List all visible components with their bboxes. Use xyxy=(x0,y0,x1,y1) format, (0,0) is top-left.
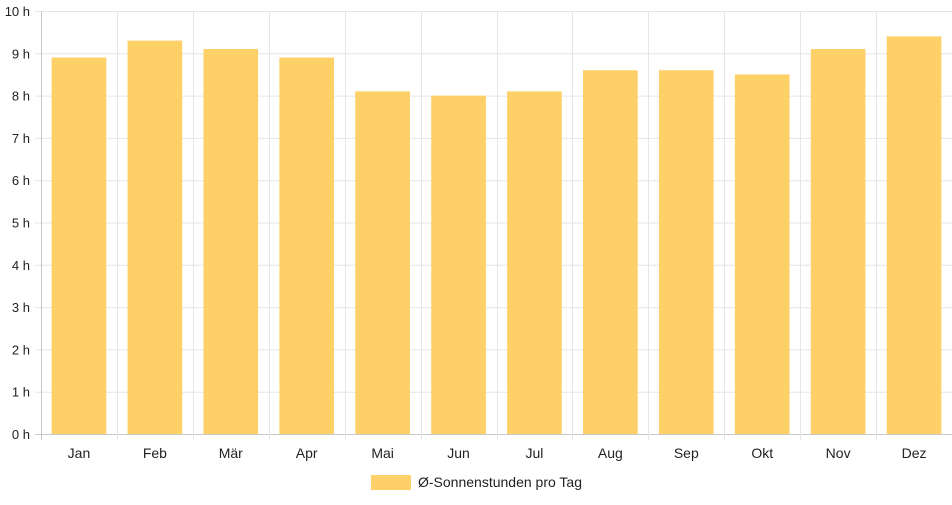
x-tick-label: Feb xyxy=(143,445,167,461)
x-tick-label: Jan xyxy=(68,445,91,461)
bar[interactable] xyxy=(583,70,638,434)
legend-label: Ø-Sonnenstunden pro Tag xyxy=(418,474,582,490)
bar[interactable] xyxy=(279,57,335,434)
x-tick-label: Apr xyxy=(296,445,318,461)
bar[interactable] xyxy=(886,36,942,434)
x-tick-label: Mai xyxy=(371,445,394,461)
bar[interactable] xyxy=(203,49,259,434)
y-tick-label: 3 h xyxy=(12,300,30,315)
x-tick-label: Mär xyxy=(219,445,243,461)
y-axis-ticks: 0 h 1 h 2 h 3 h 4 h 5 h 6 h 7 h 8 h 9 h 10 h xyxy=(5,4,30,442)
x-tick-label: Nov xyxy=(826,445,851,461)
bar[interactable] xyxy=(734,74,790,434)
bar[interactable] xyxy=(431,95,486,434)
y-tick-label: 9 h xyxy=(12,46,30,61)
y-tick-label: 4 h xyxy=(12,258,30,273)
x-tick-label: Jul xyxy=(526,445,544,461)
legend-swatch xyxy=(371,475,411,490)
bar[interactable] xyxy=(51,57,107,434)
x-tick-label: Jun xyxy=(447,445,470,461)
y-tick-label: 1 h xyxy=(12,385,30,400)
y-tick-label: 8 h xyxy=(12,89,30,104)
y-tick-label: 7 h xyxy=(12,131,30,146)
bars xyxy=(51,36,942,435)
bar[interactable] xyxy=(127,40,183,435)
x-tick-label: Sep xyxy=(674,445,699,461)
x-tick-label: Dez xyxy=(902,445,927,461)
y-tick-label: 5 h xyxy=(12,216,30,231)
y-tick-label: 6 h xyxy=(12,173,30,188)
bar[interactable] xyxy=(810,49,866,434)
legend[interactable]: Ø-Sonnenstunden pro Tag xyxy=(371,474,582,490)
x-axis-ticks: Jan Feb Mär Apr Mai Jun Jul Aug Sep Okt Nov Dez xyxy=(68,445,927,461)
bar[interactable] xyxy=(658,70,714,434)
y-tick-label: 2 h xyxy=(12,342,30,357)
grid xyxy=(35,11,952,440)
y-tick-label: 10 h xyxy=(5,4,30,19)
y-tick-label: 0 h xyxy=(12,427,30,442)
x-tick-label: Aug xyxy=(598,445,623,461)
bar[interactable] xyxy=(355,91,410,435)
bar[interactable] xyxy=(507,91,562,435)
x-tick-label: Okt xyxy=(751,445,773,461)
